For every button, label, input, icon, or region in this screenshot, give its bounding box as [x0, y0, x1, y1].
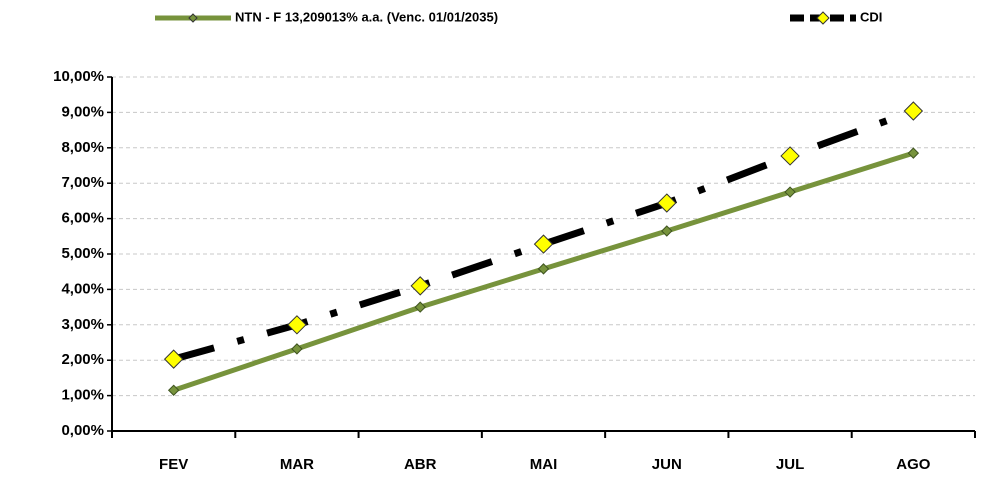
y-tick-label: 3,00% — [61, 316, 104, 333]
marker — [533, 234, 554, 254]
marker — [414, 301, 426, 313]
y-tick-label: 5,00% — [61, 245, 104, 262]
marker — [291, 343, 303, 355]
marker — [287, 315, 307, 335]
y-tick-label: 10,00% — [53, 68, 104, 85]
y-tick-label: 4,00% — [61, 280, 104, 297]
x-tick-label: MAI — [530, 456, 558, 473]
legend-label: CDI — [860, 9, 882, 24]
marker — [167, 384, 180, 396]
y-tick-label: 6,00% — [61, 210, 104, 227]
x-tick-label: MAR — [280, 456, 314, 473]
marker — [163, 349, 184, 369]
marker — [537, 263, 550, 275]
marker — [784, 186, 796, 198]
marker — [907, 147, 920, 159]
y-tick-label: 0,00% — [61, 422, 104, 439]
x-tick-label: AGO — [896, 456, 931, 473]
y-tick-label: 7,00% — [61, 174, 104, 191]
x-tick-label: FEV — [159, 456, 188, 473]
legend-marker — [188, 13, 198, 23]
y-tick-label: 9,00% — [61, 103, 104, 120]
legend-label: NTN - F 13,209013% a.a. (Venc. 01/01/203… — [235, 9, 498, 24]
marker — [410, 276, 430, 296]
marker — [903, 101, 924, 121]
y-tick-label: 8,00% — [61, 139, 104, 156]
marker — [657, 193, 677, 213]
y-tick-label: 1,00% — [61, 387, 104, 404]
legend-marker — [816, 11, 830, 25]
y-tick-label: 2,00% — [61, 351, 104, 368]
x-tick-label: JUL — [776, 456, 804, 473]
x-tick-label: ABR — [404, 456, 437, 473]
x-tick-label: JUN — [652, 456, 682, 473]
marker — [661, 225, 673, 237]
marker — [780, 146, 800, 166]
